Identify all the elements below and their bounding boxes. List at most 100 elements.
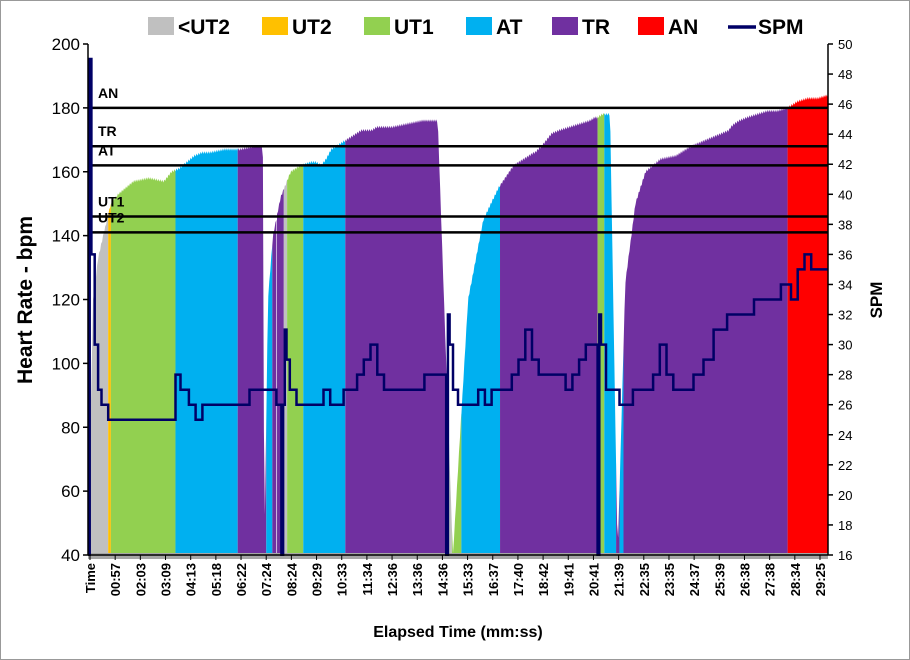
zone-area-tr-11 xyxy=(345,119,448,556)
y2-tick-label: 36 xyxy=(838,247,852,262)
zone-area-tr-4 xyxy=(237,144,267,555)
legend-swatch-lt-ut2 xyxy=(148,17,174,35)
y-tick-label: 120 xyxy=(52,291,80,310)
zone-area-ut1-2 xyxy=(110,169,176,556)
x-tick-label: 18:42 xyxy=(536,563,551,596)
x-tick-label: 04:13 xyxy=(184,563,199,596)
x-tick-label: 02:03 xyxy=(133,563,148,596)
legend-swatch-at xyxy=(466,17,492,35)
x-tick-label: 13:36 xyxy=(410,563,425,596)
threshold-label-at: AT xyxy=(98,142,116,158)
y2-tick-label: 46 xyxy=(838,97,852,112)
x-tick-label: 25:39 xyxy=(712,563,727,596)
x-tick-label: 19:41 xyxy=(561,563,576,596)
zone-areas xyxy=(88,93,828,556)
legend-swatch-ut2 xyxy=(262,17,288,35)
zone-area-tr-20 xyxy=(623,107,788,555)
legend-label-ut2: UT2 xyxy=(292,16,332,39)
x-tick-label: 29:25 xyxy=(813,563,828,596)
legend-label-tr: TR xyxy=(582,16,610,39)
y2-tick-label: 34 xyxy=(838,277,852,292)
x-tick-label: 11:34 xyxy=(360,562,375,595)
zone-area-an-21 xyxy=(787,93,828,556)
zone-area-tr-15 xyxy=(500,116,598,555)
y2-tick-label: 24 xyxy=(838,428,852,443)
x-tick-label: 23:35 xyxy=(662,563,677,596)
x-tick-label: 12:36 xyxy=(385,563,400,596)
x-axis-title: Elapsed Time (mm:ss) xyxy=(373,624,543,641)
zone-area-at-3 xyxy=(175,148,238,555)
y2-tick-label: 38 xyxy=(838,217,852,232)
x-tick-label: 00:57 xyxy=(108,563,123,596)
y-tick-label: 80 xyxy=(61,418,80,437)
y2-tick-label: 18 xyxy=(838,518,852,533)
x-tick-label: 09:29 xyxy=(310,563,325,596)
spm-series-line xyxy=(88,57,828,556)
y2-axis-title: SPM xyxy=(867,282,886,319)
zone-area-tr-6 xyxy=(272,218,277,555)
zone-area-at-14 xyxy=(461,185,501,555)
spm-line xyxy=(88,57,828,556)
threshold-label-ut1: UT1 xyxy=(98,193,125,209)
x-tick-label: 22:35 xyxy=(637,563,652,596)
threshold-label-tr: TR xyxy=(98,123,117,139)
zone-area-at-5 xyxy=(266,244,273,555)
legend-label-lt-ut2: <UT2 xyxy=(178,16,230,39)
x-tick-label: 21:39 xyxy=(612,563,627,596)
y2-tick-label: 32 xyxy=(838,308,852,323)
baseline-band xyxy=(88,553,828,559)
legend-swatch-an xyxy=(638,17,664,35)
legend-label-at: AT xyxy=(496,16,523,39)
y-tick-label: 180 xyxy=(52,99,80,118)
y2-tick-label: 30 xyxy=(838,338,852,353)
legend-label-ut1: UT1 xyxy=(394,16,434,39)
y2-tick-label: 16 xyxy=(838,548,852,563)
x-tick-label: 05:18 xyxy=(209,563,224,596)
y-tick-label: 160 xyxy=(52,163,80,182)
legend-swatch-ut1 xyxy=(364,17,390,35)
y2-tick-label: 48 xyxy=(838,67,852,82)
zone-area-tr-18 xyxy=(616,462,620,555)
x-tick-label: Time xyxy=(83,563,98,593)
zone-area-ut1-13 xyxy=(451,413,462,555)
x-tick-label: 06:22 xyxy=(234,563,249,596)
y2-tick-label: 26 xyxy=(838,398,852,413)
y-tick-label: 200 xyxy=(52,35,80,54)
y2-tick-label: 44 xyxy=(838,127,852,142)
x-tick-label: 20:41 xyxy=(586,563,601,596)
zone-area-at-17 xyxy=(604,113,617,555)
x-tick-label: 07:24 xyxy=(259,562,274,596)
threshold-label-an: AN xyxy=(98,85,118,101)
x-tick-label: 10:33 xyxy=(335,563,350,596)
x-tick-label: 26:38 xyxy=(737,563,752,596)
x-tick-label: 28:34 xyxy=(788,562,803,596)
y-tick-label: 100 xyxy=(52,354,80,373)
y2-tick-label: 28 xyxy=(838,368,852,383)
x-tick-label: 17:40 xyxy=(511,563,526,596)
y2-tick-label: 50 xyxy=(838,37,852,52)
x-tick-label: 08:24 xyxy=(284,562,299,596)
legend-swatch-tr xyxy=(552,17,578,35)
y-tick-label: 40 xyxy=(61,546,80,565)
y-axis-title: Heart Rate - bpm xyxy=(14,216,37,384)
zone-area-at-10 xyxy=(303,140,346,556)
legend-label-an: AN xyxy=(668,16,698,39)
y2-tick-label: 40 xyxy=(838,187,852,202)
x-tick-label: 14:36 xyxy=(435,563,450,596)
x-tick-label: 24:37 xyxy=(687,563,702,596)
legend-label-spm: SPM xyxy=(758,16,804,39)
y2-tick-label: 22 xyxy=(838,458,852,473)
zone-area-ut1-9 xyxy=(287,163,304,556)
legend: <UT2 UT2 UT1 AT TR AN SPM xyxy=(148,16,804,39)
axes: 40 60 80 100 120 140 160 180 200 16 18 20 22 24 26 28 30… xyxy=(52,35,853,596)
y-tick-label: 140 xyxy=(52,227,80,246)
x-tick-label: 27:38 xyxy=(763,563,778,596)
zone-area-at-19 xyxy=(619,346,624,555)
x-tick-label: 15:33 xyxy=(461,563,476,596)
y2-tick-label: 20 xyxy=(838,488,852,503)
x-tick-label: 16:37 xyxy=(486,563,501,596)
x-tick-label: 03:09 xyxy=(159,563,174,596)
